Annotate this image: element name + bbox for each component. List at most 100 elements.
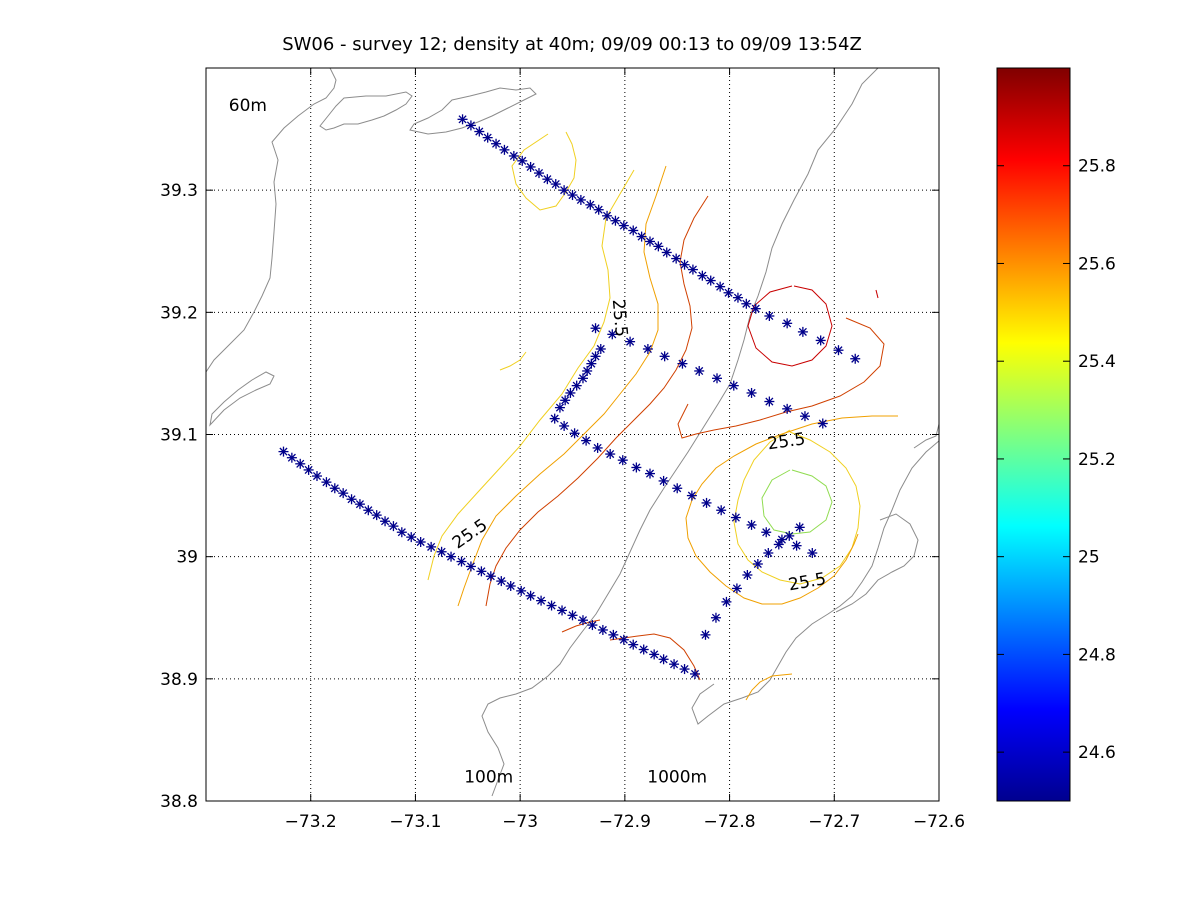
contour-label: 25.5 [608,298,631,337]
station-marker [567,610,578,621]
station-marker [338,488,349,499]
station-marker [278,446,289,457]
chart-title: SW06 - survey 12; density at 40m; 09/09 … [282,34,862,55]
station-marker [642,343,653,354]
depth-annotations: 60m 100m 1000m [229,96,707,788]
x-tick-label: −73 [502,812,538,832]
station-marker [731,583,742,594]
station-marker [773,539,784,550]
bathymetry-contours [206,68,939,797]
station-marker [617,455,628,466]
isobath-100m [691,440,939,725]
station-marker [586,358,597,369]
contour-yellow-west [499,351,527,371]
station-marker [592,442,603,453]
isobath-1000m [481,68,879,797]
contour-green-core [761,469,833,535]
contour-yellow-north [511,131,577,211]
station-marker [791,540,802,551]
station-marker [550,179,561,190]
y-tick-label: 39.2 [160,303,198,323]
contour-red-loop [677,317,885,439]
station-marker [499,144,510,155]
station-marker [456,556,467,567]
station-marker [536,595,547,606]
station-marker [406,532,417,543]
station-marker [482,132,493,143]
station-marker [607,329,618,340]
station-marker [763,548,774,559]
station-marker [546,600,557,611]
station-marker [560,395,571,406]
station-marker [567,190,578,201]
colorbar [996,67,1071,802]
colorbar-tick-label: 25.6 [1078,254,1116,274]
contour-red-mid [485,195,709,607]
station-marker [557,605,568,616]
station-marker [764,396,775,407]
station-marker [465,561,476,572]
station-marker [491,138,502,149]
station-marker [575,194,586,205]
station-marker [525,590,536,601]
station-marker [485,571,496,582]
station-marker [638,644,649,655]
station-marker [388,521,399,532]
station-marker [436,546,447,557]
station-marker [597,624,608,635]
contour-orange-south [745,673,793,701]
axis-ticks: −73.2 −73.1 −73 −72.9 −72.8 −72.7 −72.6 38.8 38.… [160,68,965,832]
x-tick-label: −72.6 [913,812,965,832]
depth-label: 1000m [647,768,707,788]
station-marker [661,247,672,258]
depth-label: 100m [464,768,513,788]
contour-red-east [875,289,879,299]
station-marker [700,629,711,640]
station-marker [533,168,544,179]
station-marker [799,411,810,422]
station-marker [329,483,340,494]
isobath-island [409,87,537,135]
station-marker [653,241,664,252]
station-marker [659,351,670,362]
y-tick-label: 39.3 [160,181,198,201]
station-marker [581,435,592,446]
station-marker [649,649,660,660]
station-marker [380,516,391,527]
station-marker [457,114,468,125]
station-marker [833,345,844,356]
station-marker [363,505,374,516]
station-marker [746,387,757,398]
station-marker [476,566,487,577]
station-marker [710,612,721,623]
station-marker [631,462,642,473]
station-marker [761,527,772,538]
station-marker [585,199,596,210]
station-marker [746,519,757,530]
station-marker [311,471,322,482]
station-marker [590,323,601,334]
y-tick-label: 39 [176,548,198,568]
station-marker [582,365,593,376]
station-marker [716,505,727,516]
station-marker [608,629,619,640]
station-marker [508,150,519,161]
station-marker [730,512,741,523]
station-marker [618,220,629,231]
station-marker [669,659,680,670]
station-marker [565,387,576,398]
station-marker [687,264,698,275]
station-marker [593,204,604,215]
station-marker [782,403,793,414]
station-marker [605,449,616,460]
contour-orange-mid [457,165,667,607]
station-marker [303,464,314,475]
station-marker [677,358,688,369]
colorbar-tick-label: 25.4 [1078,352,1116,372]
station-marker [371,510,382,521]
station-marker [671,253,682,264]
station-marker [697,270,708,281]
station-marker [721,596,732,607]
y-tick-label: 38.8 [160,792,198,812]
